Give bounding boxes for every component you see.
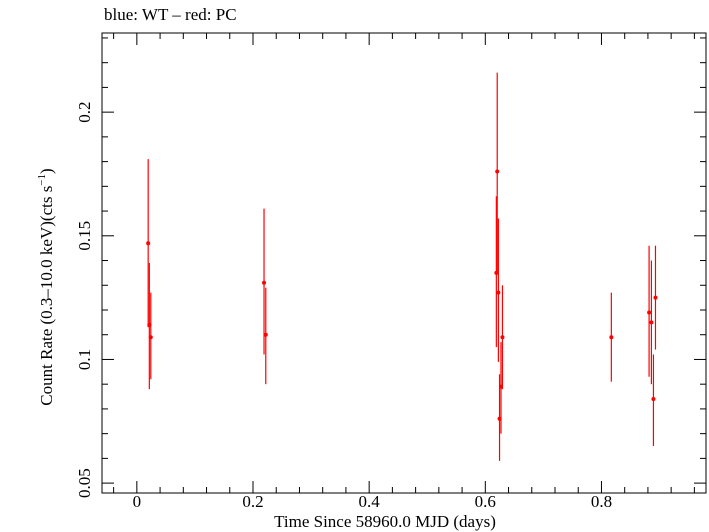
data-point [609, 335, 614, 340]
x-axis-label: Time Since 58960.0 MJD (days) [274, 512, 496, 531]
axis-ticks [102, 33, 706, 493]
data-point [653, 295, 658, 300]
plot-frame [101, 32, 707, 494]
data-point [262, 280, 267, 285]
chart-title: blue: WT – red: PC [104, 5, 237, 24]
data-point [495, 169, 500, 174]
y-tick-label: 0.2 [75, 102, 94, 123]
x-tick-label: 0.6 [475, 492, 496, 511]
x-tick-label: 0.8 [591, 492, 612, 511]
y-axis-label-close: ) [37, 168, 56, 174]
x-tick-label: 0.2 [242, 492, 263, 511]
y-tick-label: 0.05 [75, 468, 94, 498]
x-tick-labels: 0 0.2 0.4 0.6 0.8 [133, 492, 612, 511]
data-points [146, 72, 658, 461]
data-point [500, 335, 505, 340]
x-tick-label: 0.4 [359, 492, 381, 511]
x-tick-label: 0 [133, 492, 142, 511]
data-point [647, 310, 652, 315]
y-axis-label-exponent: −1 [36, 174, 48, 186]
data-point [649, 320, 654, 325]
y-axis-label: Count Rate (0.3–10.0 keV)(cts s−1) [36, 168, 56, 405]
data-point [496, 290, 501, 295]
y-axis-label-main: Count Rate (0.3–10.0 keV)(cts s [37, 186, 56, 406]
data-point [651, 397, 656, 402]
y-tick-label: 0.1 [75, 349, 94, 370]
y-tick-labels: 0.05 0.1 0.15 0.2 [75, 102, 94, 498]
y-tick-label: 0.15 [75, 221, 94, 251]
data-point [148, 335, 153, 340]
data-point [146, 241, 151, 246]
data-point [263, 332, 268, 337]
